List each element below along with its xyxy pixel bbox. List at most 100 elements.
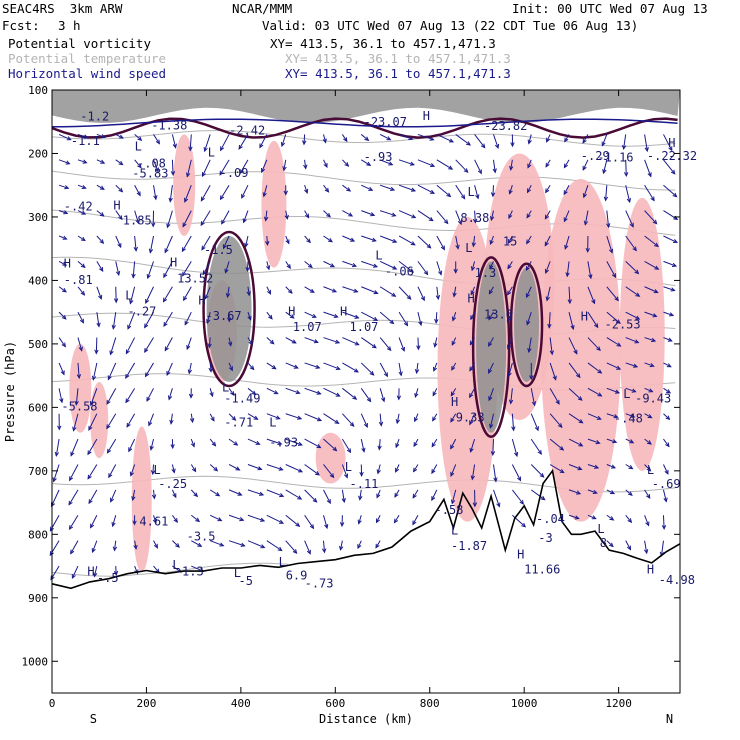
wind-vector [144, 337, 154, 353]
y-tick-label: 200 [28, 147, 48, 160]
wind-vector [450, 388, 457, 396]
wind-vector [511, 438, 518, 457]
contour-label: L [135, 139, 142, 153]
wind-vector [625, 235, 637, 251]
wind-vector [342, 413, 355, 427]
wind-vector-head [203, 147, 208, 153]
wind-vector-head [431, 469, 436, 475]
y-tick-label: 800 [28, 528, 48, 541]
wind-vector-head [612, 439, 618, 444]
wind-vector [587, 489, 597, 494]
wind-vector [606, 540, 614, 547]
wind-vector [171, 159, 174, 175]
wind-vector [644, 464, 651, 472]
wind-vector-head [297, 441, 303, 446]
wind-vector-head [155, 139, 161, 145]
wind-vector-head [634, 339, 640, 344]
wind-vector-head [242, 218, 247, 224]
wind-vector-head [352, 395, 358, 400]
wind-vector-head [490, 192, 496, 198]
wind-vector-head [621, 144, 627, 151]
wind-vector [323, 362, 340, 370]
pv-strong-region [206, 235, 252, 382]
wind-vector-head [146, 274, 151, 280]
wind-vector [239, 159, 249, 174]
wind-vector-head [469, 340, 474, 346]
wind-vector-head [316, 417, 323, 422]
wind-vector [323, 286, 337, 293]
wind-vector [528, 134, 532, 144]
wind-vector-head [364, 136, 370, 142]
wind-vector [169, 185, 173, 202]
wind-vector-head [648, 388, 654, 393]
wind-vector [323, 311, 338, 318]
wind-vector [283, 159, 287, 171]
wind-vector [304, 387, 321, 395]
wind-vector [625, 540, 631, 550]
wind-vector [603, 159, 608, 174]
wind-vector-head [646, 440, 652, 445]
contour-label: -1.3 [175, 565, 204, 579]
wind-vector-head [395, 443, 400, 449]
y-tick-label: 700 [28, 465, 48, 478]
wind-vector-head [672, 192, 678, 198]
wind-vector-head [564, 244, 569, 250]
wind-vector [71, 565, 79, 579]
contour-label: H [423, 109, 430, 123]
wind-vector [587, 261, 592, 279]
wind-vector-head [534, 426, 539, 432]
wind-vector-head [394, 492, 399, 498]
contour-label: -5 [239, 574, 253, 588]
wind-vector [209, 464, 218, 472]
wind-vector-head [544, 241, 549, 247]
wind-vector [53, 464, 60, 482]
wind-vector [606, 210, 610, 228]
wind-vector [568, 337, 578, 354]
wind-vector [644, 515, 650, 526]
wind-vector [469, 413, 476, 425]
pv-positive-region [540, 178, 621, 522]
wind-vector-head [429, 136, 435, 141]
wind-vector-head [321, 548, 327, 554]
wind-vector [625, 489, 633, 496]
wind-vector [96, 184, 105, 190]
wind-vector-head [79, 318, 84, 324]
wind-vector-head [328, 237, 333, 243]
wind-vector-head [278, 466, 284, 471]
wind-vector [209, 388, 213, 397]
wind-vector-head [611, 273, 617, 279]
wind-vector-head [333, 313, 339, 318]
wind-vector-head [663, 497, 668, 503]
contour-label: -3.67 [206, 309, 242, 323]
wind-vector-head [649, 362, 655, 368]
wind-vector [526, 235, 532, 244]
wind-vector [625, 413, 635, 418]
wind-vector-head [450, 499, 456, 505]
wind-vector-head [667, 337, 673, 342]
contour-label: L [623, 387, 630, 401]
wind-vector-head [671, 262, 678, 267]
wind-vector [587, 413, 601, 420]
wind-vector-head [395, 419, 400, 425]
wind-vector-head [578, 442, 584, 447]
wind-vector [191, 540, 202, 547]
wind-vector-head [626, 197, 631, 204]
wind-vector [323, 515, 328, 529]
wind-vector [304, 514, 314, 529]
contour-label: L [172, 558, 179, 572]
field-name-pv: Potential vorticity [8, 36, 151, 51]
wind-vector [285, 489, 302, 500]
wind-vector [96, 235, 104, 244]
wind-vector [238, 134, 249, 150]
wind-vector-head [260, 544, 266, 549]
wind-vector-head [329, 473, 335, 479]
wind-vector-head [563, 163, 568, 169]
wind-vector [342, 184, 351, 192]
wind-vector-head [219, 170, 224, 176]
wind-vector-head [184, 197, 189, 203]
end-label-south: S [90, 712, 97, 726]
wind-vector [77, 159, 87, 164]
contour-label: H [668, 136, 675, 150]
field-name-theta: Potential temperature [8, 51, 167, 66]
wind-vector [625, 337, 639, 344]
